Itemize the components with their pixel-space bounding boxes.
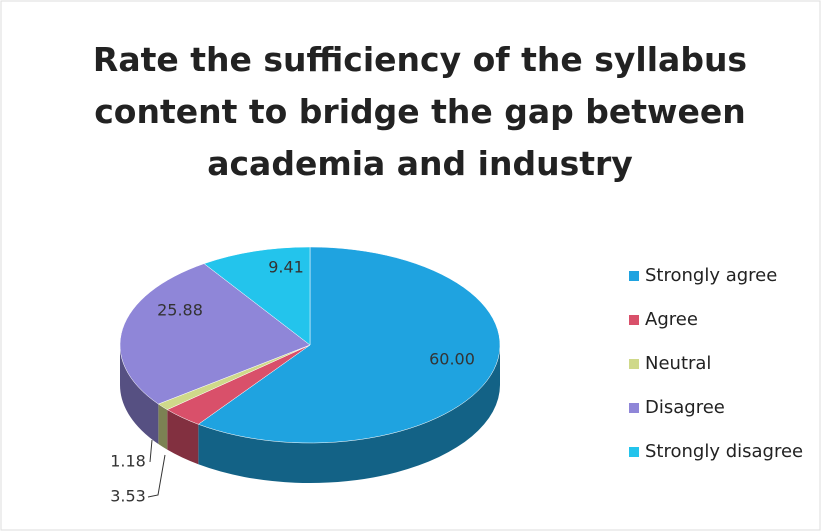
slice-side xyxy=(158,404,168,450)
legend-label: Strongly agree xyxy=(645,265,777,286)
data-label: 1.18 xyxy=(110,452,146,471)
slice-side xyxy=(120,345,159,445)
legend-swatch xyxy=(629,359,639,369)
data-label: 3.53 xyxy=(110,487,146,506)
legend-label: Disagree xyxy=(645,397,725,418)
legend-swatch xyxy=(629,447,639,457)
slice xyxy=(197,246,501,444)
data-label: 25.88 xyxy=(157,301,203,320)
slice xyxy=(119,263,311,405)
legend-label: Strongly disagree xyxy=(645,441,803,462)
legend-swatch xyxy=(629,271,639,281)
leader-line xyxy=(147,454,166,498)
data-label: 9.41 xyxy=(268,258,304,277)
legend-label: Agree xyxy=(645,309,698,330)
legend-swatch xyxy=(629,403,639,413)
leader-line xyxy=(149,439,153,463)
data-label: 60.00 xyxy=(429,350,475,369)
legend-swatch xyxy=(629,315,639,325)
chart-title: Rate the sufficiency of the syllabus con… xyxy=(92,40,748,183)
slice xyxy=(203,246,311,346)
slice-side xyxy=(167,409,199,465)
slice-side xyxy=(198,345,500,484)
legend-label: Neutral xyxy=(645,353,711,374)
